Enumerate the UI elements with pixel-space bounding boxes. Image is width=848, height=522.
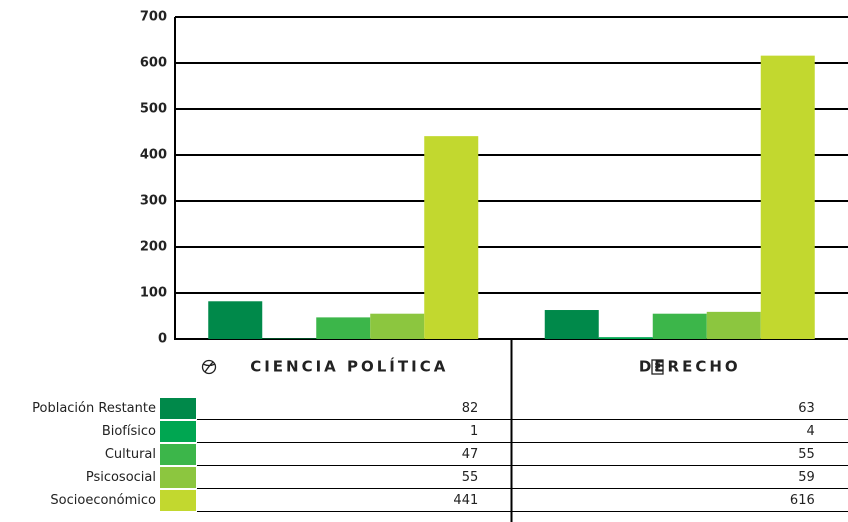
legend-swatch (160, 421, 196, 442)
globe-icon (201, 359, 217, 375)
table-value: 4 (806, 424, 814, 439)
globe-icon-lines (202, 361, 216, 373)
legend-label: Socioeconómico (50, 493, 156, 508)
legend-label: Biofísico (102, 424, 156, 439)
legend-label: Población Restante (32, 401, 156, 416)
legend-swatch (160, 444, 196, 465)
bar (424, 136, 479, 339)
category-label: CIENCIA POLÍTICA (250, 357, 448, 376)
y-tick-label: 200 (140, 240, 167, 255)
table-value: 59 (798, 470, 815, 485)
legend-label: Cultural (105, 447, 156, 462)
legend-swatch (160, 490, 196, 511)
table-value: 82 (462, 401, 479, 416)
table-value: 63 (798, 401, 815, 416)
bar (370, 313, 425, 339)
legend-label: Psicosocial (86, 470, 156, 485)
table-value: 616 (790, 493, 815, 508)
y-tick-label: 0 (158, 332, 167, 347)
category-label: DERECHO (639, 358, 741, 376)
category-icons (201, 359, 664, 375)
table-value: 1 (470, 424, 478, 439)
document-icon-lines (655, 363, 660, 371)
table-value: 55 (798, 447, 815, 462)
bar (760, 55, 815, 339)
y-tick-label: 400 (140, 148, 167, 163)
legend-swatch (160, 467, 196, 488)
legend-swatch (160, 398, 196, 419)
bar (544, 310, 599, 339)
bar (706, 311, 761, 339)
bar (652, 313, 707, 339)
y-tick-label: 600 (140, 56, 167, 71)
y-tick-label: 700 (140, 10, 167, 25)
y-tick-label: 300 (140, 194, 167, 209)
y-tick-label: 500 (140, 102, 167, 117)
table-value: 441 (453, 493, 478, 508)
y-tick-label: 100 (140, 286, 167, 301)
bar (598, 337, 653, 339)
bar (316, 317, 371, 339)
table-value: 55 (462, 470, 479, 485)
bar (208, 301, 263, 339)
document-icon (651, 359, 664, 375)
table-value: 47 (462, 447, 479, 462)
